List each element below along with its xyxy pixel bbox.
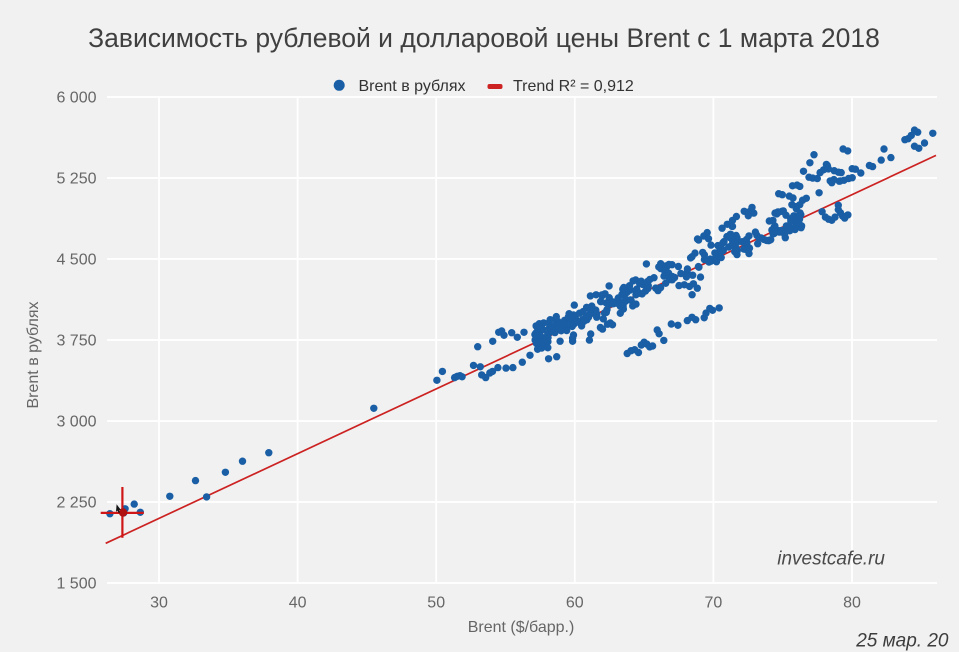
svg-text:60: 60 (566, 595, 584, 612)
svg-text:1 500: 1 500 (56, 576, 96, 593)
svg-text:70: 70 (705, 595, 723, 612)
svg-text:5 250: 5 250 (56, 171, 96, 188)
svg-text:25 мар. 20: 25 мар. 20 (855, 631, 949, 652)
svg-text:Brent ($/барр.): Brent ($/барр.) (468, 619, 575, 636)
svg-text:3 000: 3 000 (56, 414, 96, 431)
svg-text:Trend R² = 0,912: Trend R² = 0,912 (513, 78, 634, 95)
svg-text:2 250: 2 250 (56, 495, 96, 512)
svg-text:40: 40 (289, 595, 307, 612)
svg-text:50: 50 (427, 595, 445, 612)
svg-text:3 750: 3 750 (56, 333, 96, 350)
svg-text:Зависимость рублевой и долларо: Зависимость рублевой и долларовой цены B… (88, 23, 880, 53)
svg-text:6 000: 6 000 (56, 90, 96, 107)
svg-text:30: 30 (150, 595, 168, 612)
svg-text:investcafe.ru: investcafe.ru (777, 549, 885, 570)
svg-text:80: 80 (843, 595, 861, 612)
svg-text:Brent в рублях: Brent в рублях (25, 302, 42, 409)
svg-text:4 500: 4 500 (56, 252, 96, 269)
svg-text:Brent в рублях: Brent в рублях (359, 78, 466, 95)
